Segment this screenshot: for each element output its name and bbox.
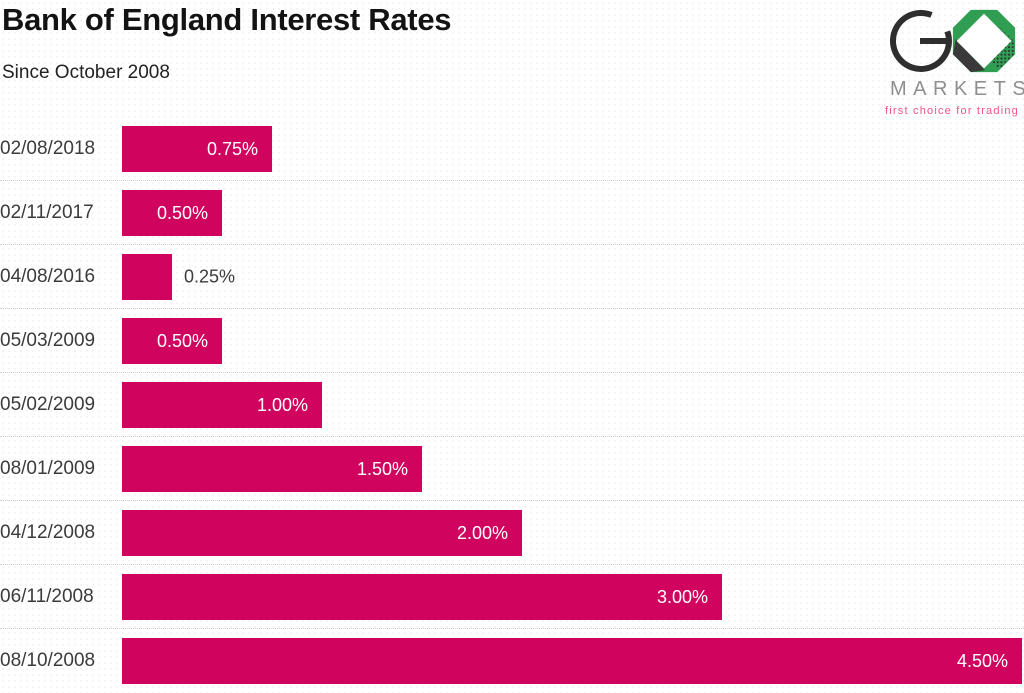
value-bar: 4.50% [122,638,1022,684]
chart-row: 08/10/2008 4.50% [0,629,1024,693]
chart-row: 08/01/2009 1.50% [0,437,1024,501]
category-label: 05/02/2009 [0,393,96,415]
category-label: 06/11/2008 [0,585,94,607]
value-bar: 2.00% [122,510,522,556]
chart-row: 05/03/2009 0.50% [0,309,1024,373]
value-label: 2.00% [456,522,508,543]
chart-row: 04/08/2016 0.25% [0,245,1024,309]
value-label: 4.50% [956,650,1008,671]
value-bar [122,254,172,300]
value-bar: 0.50% [122,190,222,236]
logo-tagline: first choice for trading [885,105,1019,117]
category-label: 05/03/2009 [0,329,96,351]
value-label: 1.50% [356,458,408,479]
chart-row: 02/08/2018 0.75% [0,117,1024,181]
value-bar: 1.00% [122,382,322,428]
chart-row: 04/12/2008 2.00% [0,501,1024,565]
category-label: 04/12/2008 [0,521,96,543]
g-letter-icon [889,10,952,72]
value-bar: 1.50% [122,446,422,492]
octagon-icon [952,9,1015,73]
chart-row: 05/02/2009 1.00% [0,373,1024,437]
value-bar: 0.50% [122,318,222,364]
category-label: 08/10/2008 [0,650,96,671]
value-label: 1.00% [256,394,308,415]
value-label: 0.50% [156,330,208,351]
value-label: 0.25% [184,266,236,286]
go-markets-logo: MARKETS first choice for trading [884,6,1024,117]
value-label: 3.00% [656,586,708,607]
category-label: 04/08/2016 [0,265,96,287]
logo-marks [884,6,1020,76]
value-label: 0.50% [156,202,208,223]
bar-chart: 02/08/2018 0.75% 02/11/2017 0.50% 04/08/… [0,117,1024,693]
value-bar: 0.75% [122,126,272,172]
category-label: 02/08/2018 [0,137,96,159]
value-label: 0.75% [206,138,258,159]
category-label: 02/11/2017 [0,201,94,223]
category-label: 08/01/2009 [0,457,96,479]
markets-wordmark: MARKETS [890,78,1024,100]
chart-row: 06/11/2008 3.00% [0,565,1024,629]
chart-row: 02/11/2017 0.50% [0,181,1024,245]
page-title: Bank of England Interest Rates [2,2,452,37]
value-bar: 3.00% [122,574,722,620]
page-subtitle: Since October 2008 [2,62,170,83]
